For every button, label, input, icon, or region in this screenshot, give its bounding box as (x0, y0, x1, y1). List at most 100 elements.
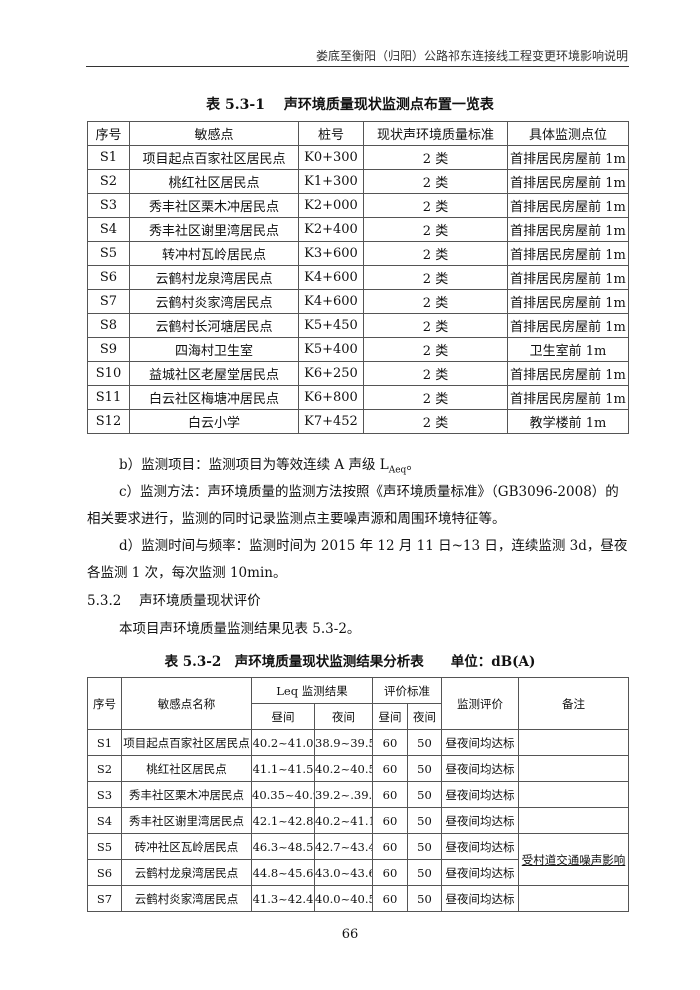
table-cell: S8 (87, 313, 130, 338)
table-row: S2 桃红社区居民点 K1+300 2 类首排居民房屋前 1m (87, 169, 629, 194)
table-cell: S5 (87, 241, 130, 266)
table-cell: 40.0~40.5 (314, 885, 373, 912)
table-cell: 2 类 (363, 385, 508, 410)
table-row: S12 白云小学 K7+452 2 类教学楼前 1m (87, 409, 629, 434)
table-row: S7 云鹤村炎家湾居民点 41.3~42.4 40.0~40.5 60 50 昼夜间均达标 (87, 885, 629, 912)
table-cell: 40.2~40.5 (314, 755, 373, 782)
table-cell: 首排居民房屋前 1m (507, 145, 629, 170)
table-cell: 50 (407, 807, 442, 834)
column-header: 桩号 (298, 121, 364, 146)
table-cell: S7 (87, 289, 130, 314)
table-cell: 白云社区梅塘冲居民点 (129, 385, 299, 410)
monitoring-results-table: 序号 敏感点名称 Leq 监测结果 评价标准 监测评价 备注 昼间 夜间 昼间 … (87, 677, 629, 912)
table-row: S3 秀丰社区栗木冲居民点 K2+000 2 类首排居民房屋前 1m (87, 193, 629, 218)
col-leq: Leq 监测结果 (251, 677, 373, 704)
table-row: S9 四海村卫生室 K5+400 2 类卫生室前 1m (87, 337, 629, 362)
table1-title: 表 5.3-1 声环境质量现状监测点布置一览表 (206, 97, 494, 113)
table-cell: 2 类 (363, 361, 508, 386)
table-cell: S5 (87, 833, 122, 860)
table-row: S10 益城社区老屋堂居民点 K6+250 2 类首排居民房屋前 1m (87, 361, 629, 386)
table-cell: 首排居民房屋前 1m (507, 169, 629, 194)
table-cell: 首排居民房屋前 1m (507, 193, 629, 218)
remark-cell (518, 755, 629, 782)
table-row: S6 云鹤村龙泉湾居民点 K4+600 2 类首排居民房屋前 1m (87, 265, 629, 290)
table-cell: S1 (87, 729, 122, 756)
table-cell: S2 (87, 755, 122, 782)
table-cell: S10 (87, 361, 130, 386)
table-cell: 40.35~40.9 (251, 781, 315, 808)
table-row: S3秀丰社区栗木冲居民点40.35~40.939.2~.39.56050昼夜间均… (87, 781, 629, 808)
table-cell: 首排居民房屋前 1m (507, 289, 629, 314)
table-cell: 2 类 (363, 337, 508, 362)
table-cell: 46.3~48.5 (251, 833, 315, 860)
table-cell: 转冲村瓦岭居民点 (129, 241, 299, 266)
table-cell: 云鹤村炎家湾居民点 (129, 289, 299, 314)
table-cell: 昼夜间均达标 (441, 755, 519, 782)
table-row: S7 云鹤村炎家湾居民点 K4+600 2 类首排居民房屋前 1m (87, 289, 629, 314)
table-cell: 项目起点百家社区居民点 (129, 145, 299, 170)
table-cell: 60 (372, 807, 408, 834)
table-cell: 首排居民房屋前 1m (507, 313, 629, 338)
table-cell: 2 类 (363, 217, 508, 242)
table-cell: S11 (87, 385, 130, 410)
table-cell: 四海村卫生室 (129, 337, 299, 362)
table-cell: 首排居民房屋前 1m (507, 217, 629, 242)
table-row: S1 项目起点百家社区居民点 40.2~41.0 38.9~39.5 60 50 昼夜间均达… (87, 729, 629, 756)
table-cell: 白云小学 (129, 409, 299, 434)
remark-cell (518, 807, 629, 834)
table-cell: 云鹤村炎家湾居民点 (121, 885, 252, 912)
table-row: S2 桃红社区居民点 41.1~41.5 40.2~40.5 60 50 昼夜间均达标 (87, 755, 629, 782)
table-cell: 60 (372, 885, 408, 912)
table2-title: 表 5.3-2 声环境质量现状监测结果分析表 单位：dB(A) (164, 654, 536, 670)
col-no: 序号 (87, 677, 122, 730)
column-header: 敏感点 (129, 121, 299, 146)
table-cell: 2 类 (363, 265, 508, 290)
table-cell: K5+450 (298, 313, 364, 338)
column-header: 具体监测点位 (507, 121, 629, 146)
table-cell: K4+600 (298, 289, 364, 314)
table-cell: 昼夜间均达标 (441, 781, 519, 808)
table-cell: 60 (372, 859, 408, 886)
table-cell: S9 (87, 337, 130, 362)
table-cell: 首排居民房屋前 1m (507, 265, 629, 290)
table-cell: K0+300 (298, 145, 364, 170)
remark-cell (518, 885, 629, 912)
col-evaluation: 监测评价 (441, 677, 519, 730)
paragraph-d: d）监测时间与频率：监测时间为 2015 年 12 月 11 日~13 日，连续… (87, 538, 628, 581)
col-leq-night: 夜间 (314, 703, 373, 730)
paragraph-b: b）监测项目：监测项目为等效连续 A 声级 LAeq。 (119, 457, 420, 476)
table-cell: 昼夜间均达标 (441, 833, 519, 860)
table-cell: K5+400 (298, 337, 364, 362)
table-row: S4 秀丰社区谢里湾居民点 42.1~42.8 40.2~41.1 60 50 昼夜间均达标 (87, 807, 629, 834)
table-row: S8 云鹤村长河塘居民点 K5+450 2 类首排居民房屋前 1m (87, 313, 629, 338)
table-cell: K6+250 (298, 361, 364, 386)
table-cell: 益城社区老屋堂居民点 (129, 361, 299, 386)
paragraph-intro: 本项目声环境质量监测结果见表 5.3-2。 (119, 621, 361, 637)
table-cell: 40.2~41.1 (314, 807, 373, 834)
paragraph-c: c）监测方法：声环境质量的监测方法按照《声环境质量标准》（GB3096-2008… (87, 484, 619, 527)
table-cell: S3 (87, 781, 122, 808)
table-cell: 云鹤村长河塘居民点 (129, 313, 299, 338)
table-cell: 秀丰社区栗木冲居民点 (121, 781, 252, 808)
col-std-day: 昼间 (372, 703, 408, 730)
table-cell: 50 (407, 781, 442, 808)
table-cell: 44.8~45.6 (251, 859, 315, 886)
table-cell: 2 类 (363, 313, 508, 338)
col-name: 敏感点名称 (121, 677, 252, 730)
table-cell: K4+600 (298, 265, 364, 290)
table-cell: 昼夜间均达标 (441, 807, 519, 834)
table-cell: S12 (87, 409, 130, 434)
table-cell: 41.1~41.5 (251, 755, 315, 782)
table-cell: 卫生室前 1m (507, 337, 629, 362)
remark-cell: 受村道交通噪声影响 (518, 833, 629, 886)
table-cell: S6 (87, 859, 122, 886)
table-cell: 60 (372, 833, 408, 860)
remark-cell (518, 729, 629, 756)
table-cell: 2 类 (363, 145, 508, 170)
running-header: 娄底至衡阳（归阳）公路祁东连接线工程变更环境影响说明 (315, 49, 628, 63)
table-cell: 2 类 (363, 241, 508, 266)
table-cell: 云鹤村龙泉湾居民点 (121, 859, 252, 886)
table-cell: 昼夜间均达标 (441, 859, 519, 886)
table-cell: 42.7~43.4 (314, 833, 373, 860)
table-cell: 42.1~42.8 (251, 807, 315, 834)
